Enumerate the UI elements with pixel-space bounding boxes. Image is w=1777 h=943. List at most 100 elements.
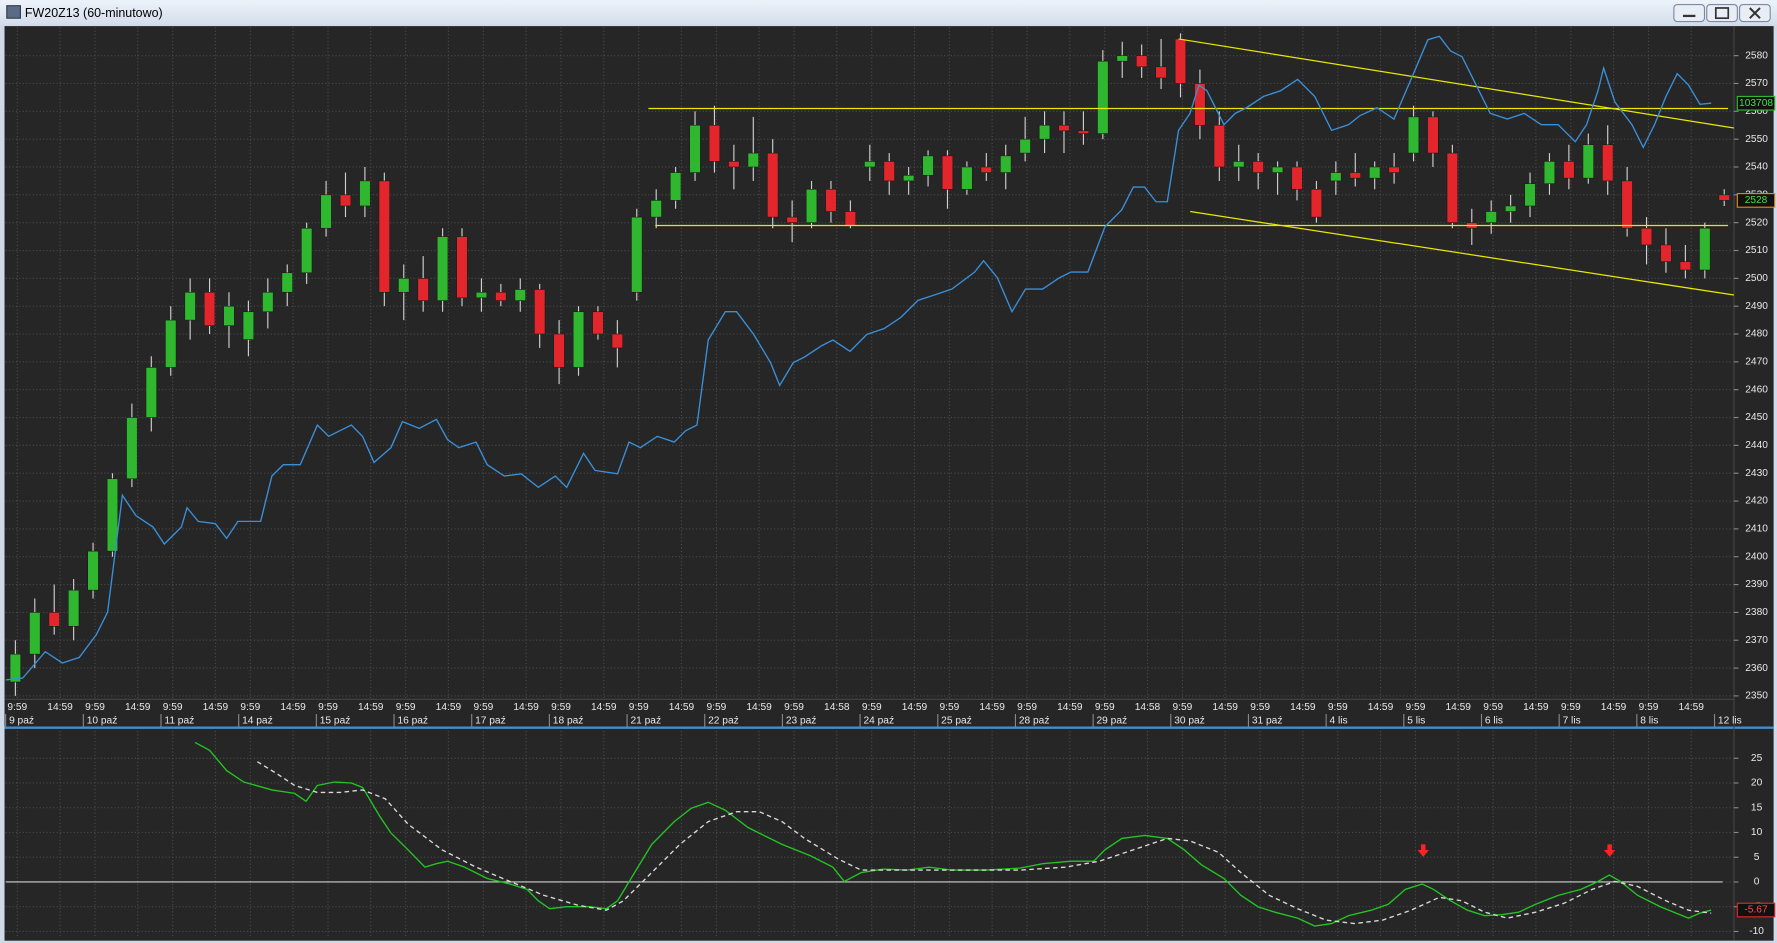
title-bar [0, 0, 1777, 25]
x-tick-label: 9:59 [85, 702, 105, 713]
x-tick-label: 9:59 [1250, 702, 1270, 713]
last-value-label: 103708 [1739, 98, 1773, 109]
date-label: 12 lis [1718, 716, 1742, 727]
x-tick-label: 14:59 [125, 702, 151, 713]
y-tick-label: 2560 [1745, 106, 1768, 117]
date-label: 4 lis [1330, 716, 1348, 727]
candle-body [223, 305, 235, 326]
candle-body [1582, 144, 1594, 179]
date-label: 31 paź [1252, 716, 1283, 727]
candle-body [242, 311, 255, 340]
x-tick-label: 9:59 [1639, 702, 1659, 713]
x-tick-label: 14:58 [824, 702, 850, 713]
candle-body [922, 155, 934, 176]
date-label: 21 paź [630, 716, 661, 727]
x-tick-label: 14:59 [436, 702, 462, 713]
candle-body [883, 161, 895, 182]
date-label: 23 paź [786, 716, 817, 727]
candle-body [669, 172, 682, 201]
y-tick-label: 2490 [1745, 301, 1768, 312]
x-tick-label: 9:59 [1483, 702, 1503, 713]
x-tick-label: 14:59 [591, 702, 617, 713]
y-tick-label: 2440 [1745, 440, 1768, 451]
x-tick-label: 14:59 [746, 702, 772, 713]
date-label: 7 lis [1563, 716, 1581, 727]
last-value-box [1736, 902, 1776, 918]
candle-body [1427, 116, 1439, 154]
signal-arrow [1417, 844, 1429, 857]
minimize-button[interactable] [1673, 4, 1706, 23]
candle-body [903, 175, 915, 182]
maximize-button[interactable] [1706, 4, 1738, 23]
candle-body [87, 550, 99, 591]
price-plot [5, 33, 1734, 696]
candle-body [844, 211, 857, 226]
candle-body [1000, 155, 1012, 173]
candle-body [631, 216, 643, 293]
x-tick-label: 9:59 [1406, 702, 1426, 713]
candle-body [941, 155, 954, 190]
candle-body [572, 311, 585, 368]
x-tick-label: 14:59 [1678, 702, 1704, 713]
x-tick-label: 9:59 [551, 702, 571, 713]
candle-body [9, 653, 21, 683]
y-tick-label: 0 [1754, 877, 1760, 888]
candle-body [359, 180, 371, 207]
date-label: 8 lis [1640, 716, 1658, 727]
x-tick-label: 14:59 [902, 702, 928, 713]
y-tick-label: 2510 [1745, 245, 1768, 256]
x-tick-label: 14:59 [1523, 702, 1549, 713]
date-label: 22 paź [708, 716, 739, 727]
y-tick-label: 2480 [1745, 329, 1768, 340]
x-tick-label: 9:59 [240, 702, 260, 713]
candle-body [320, 194, 332, 229]
candle-body [1718, 194, 1730, 201]
last-value-box [1736, 95, 1776, 111]
y-tick-label: 2420 [1745, 496, 1768, 507]
candle-body [1116, 55, 1128, 62]
signal-arrow [1603, 844, 1616, 857]
candle-body [1271, 166, 1284, 173]
date-label: 15 paź [320, 716, 351, 727]
candle-body [378, 180, 390, 293]
y-tick-label: 2390 [1745, 579, 1768, 590]
y-tick-label: 2450 [1745, 412, 1768, 423]
candle-body [1233, 161, 1245, 168]
candle-body [1660, 244, 1672, 262]
x-tick-label: 14:59 [1290, 702, 1316, 713]
date-label: 17 paź [475, 716, 506, 727]
x-tick-label: 9:59 [1017, 702, 1037, 713]
candle-body [689, 124, 701, 173]
candle-body [1679, 261, 1692, 271]
date-label: 28 paź [1019, 716, 1050, 727]
candle-body [1369, 166, 1381, 179]
x-tick-label: 9:59 [706, 702, 726, 713]
trend-line [1190, 210, 1734, 296]
y-tick-label: 2470 [1745, 357, 1768, 368]
candle-body [650, 200, 662, 218]
candle-body [1640, 227, 1653, 246]
candle-body [301, 227, 313, 274]
date-label: 25 paź [941, 716, 972, 727]
y-tick-label: -10 [1749, 926, 1764, 937]
x-tick-label: 9:59 [862, 702, 882, 713]
candle-body [203, 291, 216, 326]
x-tick-label: 14:59 [669, 702, 695, 713]
y-tick-label: 2350 [1745, 691, 1768, 702]
x-tick-label: 9:59 [396, 702, 416, 713]
candle-body [126, 417, 138, 480]
candle-body [1058, 124, 1070, 132]
date-label: 9 paź [9, 716, 34, 727]
x-tick-label: 14:59 [358, 702, 384, 713]
x-tick-label: 14:59 [1601, 702, 1627, 713]
candle-body [68, 589, 80, 627]
y-tick-label: 2410 [1745, 524, 1768, 535]
indicator-line [256, 761, 1712, 925]
candle-body [1038, 124, 1051, 140]
y-tick-label: 15 [1751, 802, 1763, 813]
candle-body [1349, 172, 1361, 179]
x-tick-label: 9:59 [784, 702, 804, 713]
x-tick-label: 9:59 [473, 702, 493, 713]
candle-body [1388, 166, 1400, 173]
